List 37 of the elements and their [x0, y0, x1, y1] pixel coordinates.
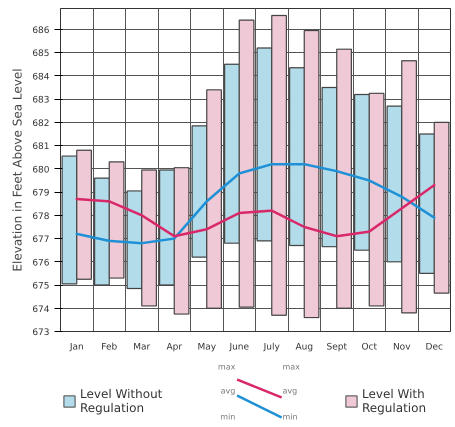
text: avg [220, 386, 236, 396]
legend-label: Level Without Regulation [80, 387, 162, 415]
x-tick-label: Sept [326, 342, 348, 352]
text: min [220, 412, 236, 422]
y-tick-label: 680 [32, 165, 50, 176]
x-tick-label: July [262, 342, 281, 352]
text: min [282, 412, 298, 422]
x-tick-label: Oct [361, 342, 378, 352]
y-axis-title: Elevation in Feet Above Sea Level [10, 68, 24, 272]
text: avg [282, 386, 298, 396]
x-tick-label: Nov [392, 342, 412, 352]
y-tick-label: 674 [32, 304, 50, 315]
y-tick-label: 682 [32, 118, 50, 129]
x-tick-label: May [197, 342, 217, 352]
line-series [76, 184, 436, 238]
x-tick-label: June [228, 342, 250, 352]
y-tick-label: 679 [32, 188, 50, 199]
x-tick-label: Feb [101, 342, 118, 352]
x-tick-label: Jan [68, 342, 84, 352]
legend-label: Level With Regulation [362, 387, 426, 415]
x-tick-label: Dec [426, 342, 444, 352]
y-tick-label: 683 [32, 96, 50, 106]
x-tick-label: Apr [166, 342, 182, 352]
y-tick-label: 684 [32, 72, 50, 82]
y-tick-label: 678 [32, 212, 50, 222]
y-tick-label: 677 [32, 235, 50, 246]
text: max [218, 362, 236, 372]
y-tick-label: 685 [32, 49, 50, 60]
line-series [76, 162, 436, 244]
y-tick-label: 686 [32, 26, 50, 36]
y-tick-label: 681 [32, 142, 50, 152]
x-tick-label: Aug [295, 342, 314, 352]
text: max [282, 362, 300, 372]
y-tick-label: 675 [32, 282, 50, 292]
x-tick-label: Mar [133, 342, 151, 352]
y-tick-label: 673 [32, 328, 50, 338]
y-tick-label: 676 [32, 258, 50, 268]
